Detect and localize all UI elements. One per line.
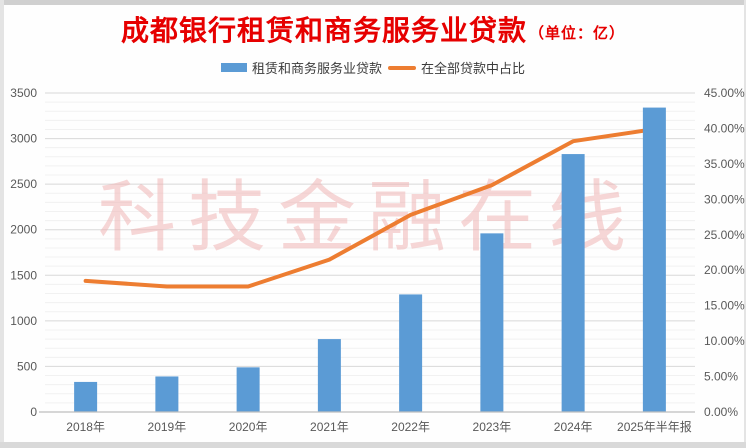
line-series-swatch-icon [388, 65, 416, 70]
chart-title-text: 成都银行租赁和商务服务业贷款 [120, 15, 527, 46]
left-axis-tick-label: 1000 [10, 314, 37, 328]
chart-title-unit: （单位：亿） [529, 25, 626, 42]
x-axis-category-label: 2020年 [229, 420, 268, 434]
legend-label-loans: 租赁和商务服务业贷款 [251, 61, 382, 76]
x-axis-category-label: 2018年 [66, 420, 105, 434]
legend-item-loans: 租赁和商务服务业贷款 [220, 58, 382, 77]
left-axis-tick-label: 3500 [10, 86, 37, 100]
loan-bar [155, 376, 179, 412]
legend-label-ratio: 在全部贷款中占比 [421, 61, 526, 76]
chart-title: 成都银行租赁和商务服务业贷款 （单位：亿） [121, 14, 625, 48]
legend-item-ratio: 在全部贷款中占比 [388, 58, 525, 77]
ratio-trend-line [83, 127, 657, 289]
right-axis-tick-label: 35.00% [704, 157, 745, 171]
x-axis-category-label: 2023年 [473, 420, 512, 434]
bottom-border-strip [0, 442, 746, 448]
x-axis-category-label: 2025年半年报 [617, 419, 692, 434]
right-axis-tick-label: 40.00% [704, 121, 745, 135]
chart-legend: 租赁和商务服务业贷款 在全部贷款中占比 [0, 58, 746, 77]
x-axis-category-label: 2019年 [148, 420, 187, 434]
loan-bar [74, 381, 98, 412]
chart-header: 成都银行租赁和商务服务业贷款 （单位：亿） [0, 5, 746, 48]
left-axis-tick-label: 3000 [10, 132, 37, 146]
right-axis-tick-label: 5.00% [704, 370, 738, 384]
loan-bar [561, 154, 585, 412]
watermark-text: 科技金融在线 [98, 173, 638, 261]
right-axis-tick-label: 30.00% [704, 192, 745, 206]
right-axis-tick-label: 10.00% [704, 334, 745, 348]
right-axis-tick-label: 45.00% [704, 86, 745, 100]
left-axis-tick-label: 1500 [10, 268, 37, 282]
top-border-strip [0, 0, 746, 5]
right-axis-tick-label: 0.00% [704, 405, 738, 419]
right-axis-tick-label: 25.00% [704, 228, 745, 242]
left-axis-tick-label: 2500 [10, 177, 37, 191]
x-axis-category-label: 2024年 [554, 420, 593, 434]
loan-bar [236, 367, 260, 412]
loan-bar [399, 294, 423, 412]
loan-bar [480, 233, 504, 412]
x-axis-category-label: 2021年 [310, 420, 349, 434]
x-axis-category-label: 2022年 [391, 420, 430, 434]
combo-chart-plot-area: 科技金融在线 0 500 1000 1500 2000 2500 3000 3500 0.00% 5… [10, 86, 745, 434]
loan-bar [317, 339, 341, 412]
right-axis-tick-label: 20.00% [704, 263, 745, 277]
left-border-strip [0, 0, 4, 448]
left-axis-tick-label: 500 [17, 359, 37, 373]
right-border-strip [744, 0, 746, 448]
left-axis-tick-label: 2000 [10, 223, 37, 237]
bar-series-swatch-icon [220, 63, 247, 72]
left-axis-tick-label: 0 [30, 405, 37, 419]
right-axis-tick-label: 15.00% [704, 299, 745, 313]
loan-bar [642, 107, 666, 412]
